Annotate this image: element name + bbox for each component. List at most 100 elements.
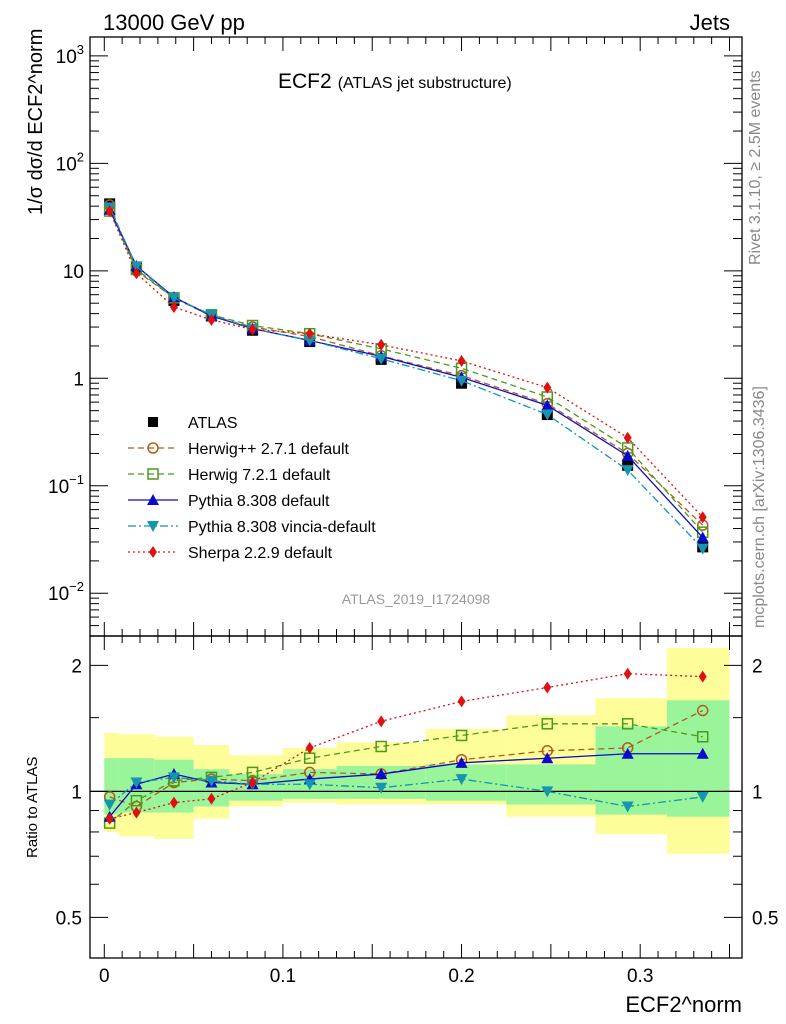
ratio-point-3-7 [455, 774, 468, 786]
data-point-4-9 [621, 465, 634, 477]
side-label-mcplots: mcplots.cern.ch [arXiv:1306.3436] [751, 386, 768, 628]
chart-title: ECF2 (ATLAS jet substructure) [278, 70, 512, 93]
series-line-5 [109, 210, 704, 518]
ratio-line-0 [109, 709, 703, 808]
ratio-y-axis-label: Ratio to ATLAS [24, 757, 41, 858]
ratio-point-1-6 [375, 740, 387, 753]
legend-marker-1 [147, 442, 159, 454]
ratio-point-4-1 [132, 806, 141, 819]
legend-marker-5 [149, 546, 157, 558]
data-point-5-1 [132, 267, 141, 280]
data-point-5-9 [623, 431, 632, 444]
legend-marker-2 [147, 468, 159, 480]
data-point-3-9 [621, 449, 634, 461]
y-tick-label: 1 [73, 369, 84, 390]
y-tick-label: 102 [56, 149, 84, 175]
data-point-5-8 [543, 381, 552, 394]
ratio-point-4-5 [305, 741, 314, 754]
x-tick-label: 0.1 [270, 966, 296, 987]
analysis-label: ATLAS_2019_I1724098 [342, 591, 491, 607]
ratio-panel-frame [89, 635, 743, 959]
ratio-y-tick-label: 1 [71, 782, 82, 803]
ratio-y-tick-label-right: 1 [752, 782, 763, 803]
x-axis-label: ECF2^norm [625, 992, 742, 1017]
data-point-5-6 [377, 338, 386, 351]
header-right-label: Jets [690, 10, 730, 35]
ratio-y-tick-label: 2 [71, 656, 82, 677]
data-point-5-5 [305, 327, 314, 340]
data-point-5-0 [105, 205, 114, 218]
data-point-5-2 [169, 301, 178, 314]
legend-marker-3 [147, 494, 159, 505]
ratio-point-3-8 [541, 786, 554, 798]
ratio-point-1-10 [696, 731, 709, 743]
ratio-point-4-10 [698, 670, 707, 683]
legend: ATLAS Herwig++ 2.7.1 default Herwig 7.2.1 … [128, 415, 376, 562]
data-point-4-6 [375, 353, 388, 365]
ratio-point-4-2 [169, 796, 178, 809]
data-point-4-2 [167, 292, 180, 304]
ratio-point-2-6 [375, 768, 388, 780]
ratio-point-3-6 [375, 782, 388, 794]
y-tick-label: 103 [56, 42, 84, 68]
top-y-axis-label: 1/σ dσ/d ECF2^norm [25, 29, 47, 215]
ratio-point-4-9 [623, 667, 632, 680]
ratio-point-0-10 [696, 704, 709, 717]
axes-frames [89, 36, 743, 959]
ratio-point-4-7 [457, 695, 466, 708]
y-tick-label: 10 [63, 262, 84, 283]
x-tick-label: 0 [99, 966, 110, 987]
legend-label-5: Sherpa 2.2.9 default [188, 545, 333, 562]
legend-marker-4 [147, 521, 159, 532]
ratio-point-1-9 [621, 718, 634, 730]
data-point-5-4 [248, 323, 257, 336]
ratio-point-4-6 [377, 715, 386, 728]
ratio-point-4-4 [248, 776, 257, 789]
data-point-5-3 [207, 313, 216, 326]
ratio-point-1-8 [541, 718, 554, 730]
y-tick-label: 10−2 [48, 579, 84, 605]
band-green [425, 764, 507, 801]
ratio-point-4-3 [207, 792, 216, 805]
ratio-point-2-8 [541, 752, 554, 764]
ratio-line-1 [109, 723, 703, 824]
ratio-y-tick-label-right: 0.5 [752, 908, 778, 929]
data-point-4-10 [696, 543, 709, 555]
main-panel-series [103, 198, 709, 555]
ratio-y-tick-label: 0.5 [56, 908, 82, 929]
data-point-5-10 [698, 511, 707, 524]
legend-marker-0 [148, 417, 158, 427]
band-green [595, 726, 667, 815]
data-point-3-10 [696, 531, 709, 543]
ratio-point-2-9 [621, 747, 634, 759]
ratio-point-4-0 [105, 812, 114, 825]
ratio-point-3-5 [303, 779, 316, 791]
legend-label-1: Herwig++ 2.7.1 default [188, 441, 350, 458]
legend-label-0: ATLAS [188, 415, 238, 432]
ratio-y-tick-label-right: 2 [752, 656, 763, 677]
header-left-label: 13000 GeV pp [103, 10, 245, 35]
data-point-3-8 [541, 399, 554, 411]
series-line-2 [109, 210, 704, 533]
legend-label-4: Pythia 8.308 vincia-default [188, 519, 376, 536]
ratio-panel-series [103, 667, 709, 829]
ratio-point-3-3 [205, 775, 218, 787]
side-label-rivet: Rivet 3.1.10, ≥ 2.5M events [747, 70, 764, 265]
ratio-point-3-1 [130, 777, 143, 789]
legend-label-2: Herwig 7.2.1 default [188, 467, 331, 484]
ratio-uncertainty-bands [90, 647, 742, 854]
data-point-5-7 [457, 354, 466, 367]
x-tick-label: 0.2 [448, 966, 474, 987]
data-point-4-5 [303, 335, 316, 347]
ratio-point-3-0 [103, 799, 116, 811]
ratio-point-1-7 [455, 729, 468, 742]
ratio-point-2-7 [455, 756, 468, 768]
x-tick-label: 0.3 [627, 966, 653, 987]
ratio-point-3-10 [696, 791, 709, 803]
axis-ticks: 10−2 10−1 1 10 102 103 0 0.1 0.2 0.3 0.5 0.5 1 1 2 2 [48, 37, 778, 987]
y-tick-label: 10−1 [48, 472, 84, 498]
ratio-point-4-8 [543, 681, 552, 694]
data-point-4-8 [541, 409, 554, 421]
ratio-point-3-2 [167, 772, 180, 784]
